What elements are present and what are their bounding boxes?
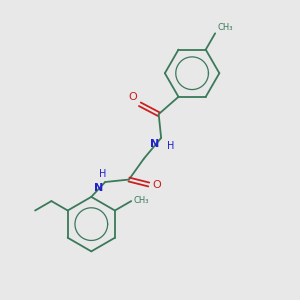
Text: CH₃: CH₃ <box>133 196 149 205</box>
Text: CH₃: CH₃ <box>217 23 232 32</box>
Text: H: H <box>99 169 106 179</box>
Text: O: O <box>153 181 161 190</box>
Text: O: O <box>128 92 137 102</box>
Text: N: N <box>150 140 160 149</box>
Text: N: N <box>94 183 104 193</box>
Text: H: H <box>167 141 175 151</box>
